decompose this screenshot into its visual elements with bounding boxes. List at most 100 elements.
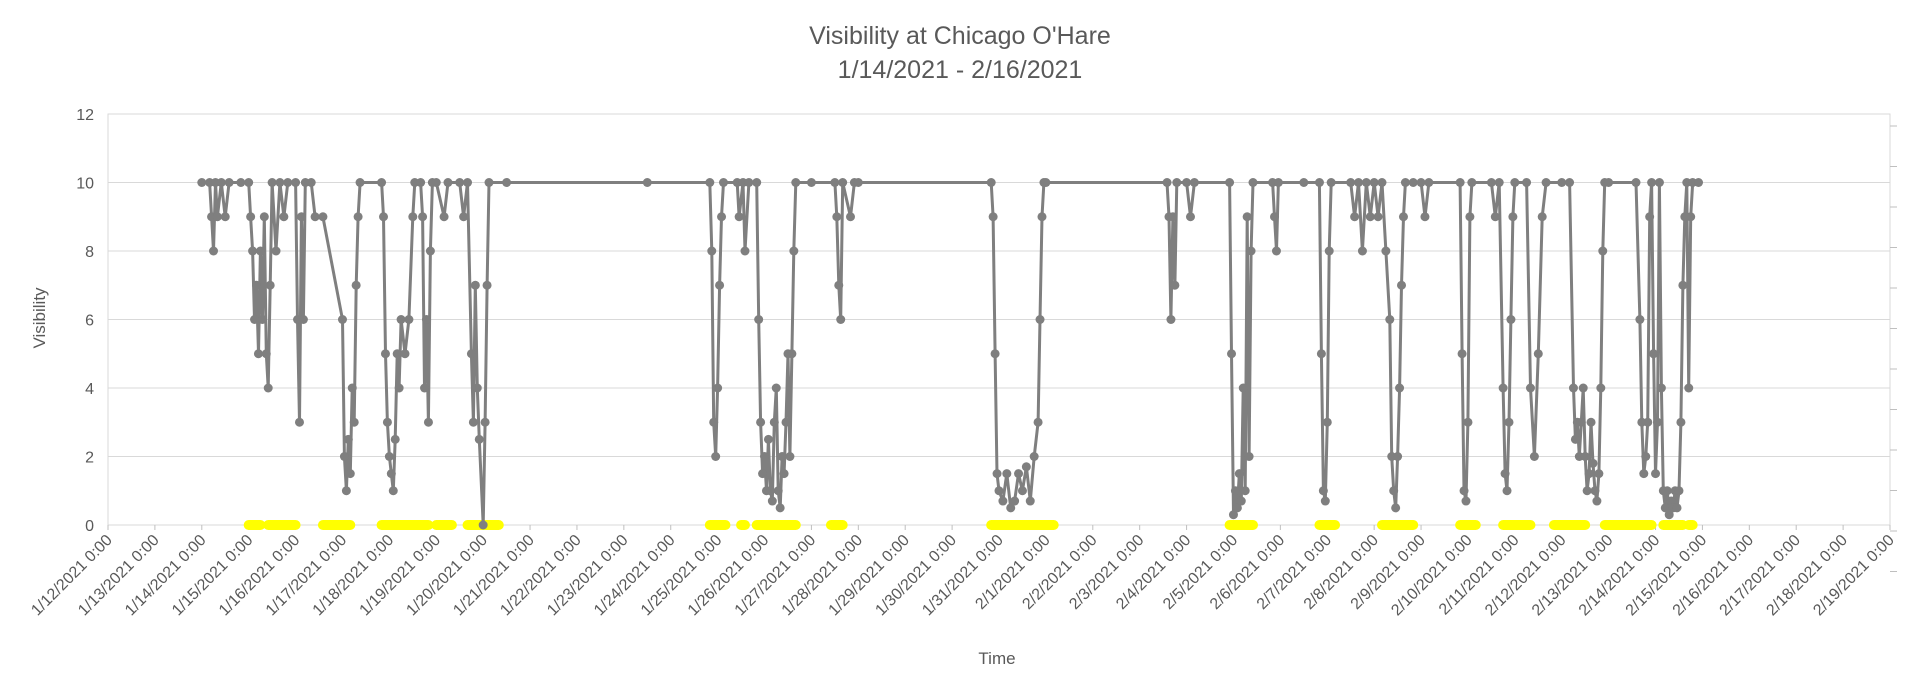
visibility-point (1417, 178, 1426, 187)
x-tick-label: 1/16/2021 0:00 (216, 532, 304, 620)
visibility-point (408, 212, 417, 221)
visibility-point (1395, 384, 1404, 393)
visibility-point (830, 178, 839, 187)
visibility-point (758, 469, 767, 478)
x-tick-label: 1/22/2021 0:00 (497, 532, 585, 620)
x-tick-label: 1/13/2021 0:00 (75, 532, 163, 620)
visibility-point (356, 178, 365, 187)
visibility-point (318, 212, 327, 221)
visibility-point (1366, 212, 1375, 221)
x-tick-label: 1/31/2021 0:00 (919, 532, 1007, 620)
visibility-point (1231, 486, 1240, 495)
visibility-point (1589, 459, 1598, 468)
x-tick-label: 1/25/2021 0:00 (638, 532, 726, 620)
visibility-point (989, 212, 998, 221)
visibility-point (404, 315, 413, 324)
visibility-point (1526, 384, 1535, 393)
visibility-point (1272, 247, 1281, 256)
visibility-point (1674, 486, 1683, 495)
visibility-point (740, 247, 749, 256)
visibility-point (1585, 469, 1594, 478)
visibility-point (1647, 178, 1656, 187)
visibility-point (387, 469, 396, 478)
visibility-point (1663, 486, 1672, 495)
x-tick-label: 2/15/2021 0:00 (1623, 532, 1711, 620)
y-tick-label: 10 (76, 176, 94, 193)
visibility-point (1362, 178, 1371, 187)
visibility-point (998, 497, 1007, 506)
visibility-point (481, 418, 490, 427)
visibility-point (735, 212, 744, 221)
x-tick-label: 2/13/2021 0:00 (1529, 532, 1617, 620)
visibility-point (340, 452, 349, 461)
visibility-point (1409, 178, 1418, 187)
visibility-point (1592, 497, 1601, 506)
visibility-point (744, 178, 753, 187)
visibility-point (1321, 497, 1330, 506)
visibility-point (1587, 418, 1596, 427)
visibility-point (1461, 497, 1470, 506)
visibility-point (1270, 212, 1279, 221)
visibility-point (807, 178, 816, 187)
visibility-point (1319, 486, 1328, 495)
visibility-point (1323, 418, 1332, 427)
visibility-point (297, 212, 306, 221)
visibility-point (344, 435, 353, 444)
visibility-point (1170, 281, 1179, 290)
visibility-point (719, 178, 728, 187)
visibility-point (1581, 452, 1590, 461)
visibility-point (717, 212, 726, 221)
visibility-point (1456, 178, 1465, 187)
visibility-point (1026, 497, 1035, 506)
visibility-point (1393, 452, 1402, 461)
visibility-point (791, 178, 800, 187)
visibility-point (1381, 247, 1390, 256)
visibility-point (1583, 486, 1592, 495)
y-tick-label: 8 (85, 244, 94, 261)
visibility-point (1241, 486, 1250, 495)
visibility-point (846, 212, 855, 221)
visibility-point (1168, 212, 1177, 221)
visibility-point (760, 452, 769, 461)
visibility-point (709, 418, 718, 427)
visibility-point (254, 349, 263, 358)
visibility-point (379, 212, 388, 221)
visibility-point (248, 247, 257, 256)
x-tick-label: 2/14/2021 0:00 (1576, 532, 1664, 620)
visibility-point (299, 315, 308, 324)
visibility-point (1034, 418, 1043, 427)
visibility-point (1350, 212, 1359, 221)
y-tick-label: 6 (85, 313, 94, 330)
visibility-point (789, 247, 798, 256)
x-tick-label: 1/15/2021 0:00 (169, 532, 257, 620)
visibility-point (424, 418, 433, 427)
visibility-point (426, 247, 435, 256)
x-tick-label: 1/21/2021 0:00 (450, 532, 538, 620)
visibility-point (1389, 486, 1398, 495)
visibility-point (770, 418, 779, 427)
visibility-point (354, 212, 363, 221)
visibility-point (260, 212, 269, 221)
visibility-point (1225, 178, 1234, 187)
x-tick-label: 1/20/2021 0:00 (403, 532, 491, 620)
visibility-point (418, 212, 427, 221)
visibility-point (643, 178, 652, 187)
visibility-point (1037, 212, 1046, 221)
visibility-point (1590, 486, 1599, 495)
visibility-point (352, 281, 361, 290)
visibility-point (1041, 178, 1050, 187)
visibility-point (422, 315, 431, 324)
visibility-point (705, 178, 714, 187)
visibility-point (440, 212, 449, 221)
visibility-point (766, 486, 775, 495)
y-tick-label: 2 (85, 450, 94, 467)
visibility-point (1579, 384, 1588, 393)
visibility-point (991, 349, 1000, 358)
x-tick-label: 1/24/2021 0:00 (591, 532, 679, 620)
visibility-point (338, 315, 347, 324)
visibility-point (1014, 469, 1023, 478)
visibility-point (391, 435, 400, 444)
visibility-point (1538, 212, 1547, 221)
x-tick-label: 1/23/2021 0:00 (544, 532, 632, 620)
visibility-point (252, 281, 261, 290)
